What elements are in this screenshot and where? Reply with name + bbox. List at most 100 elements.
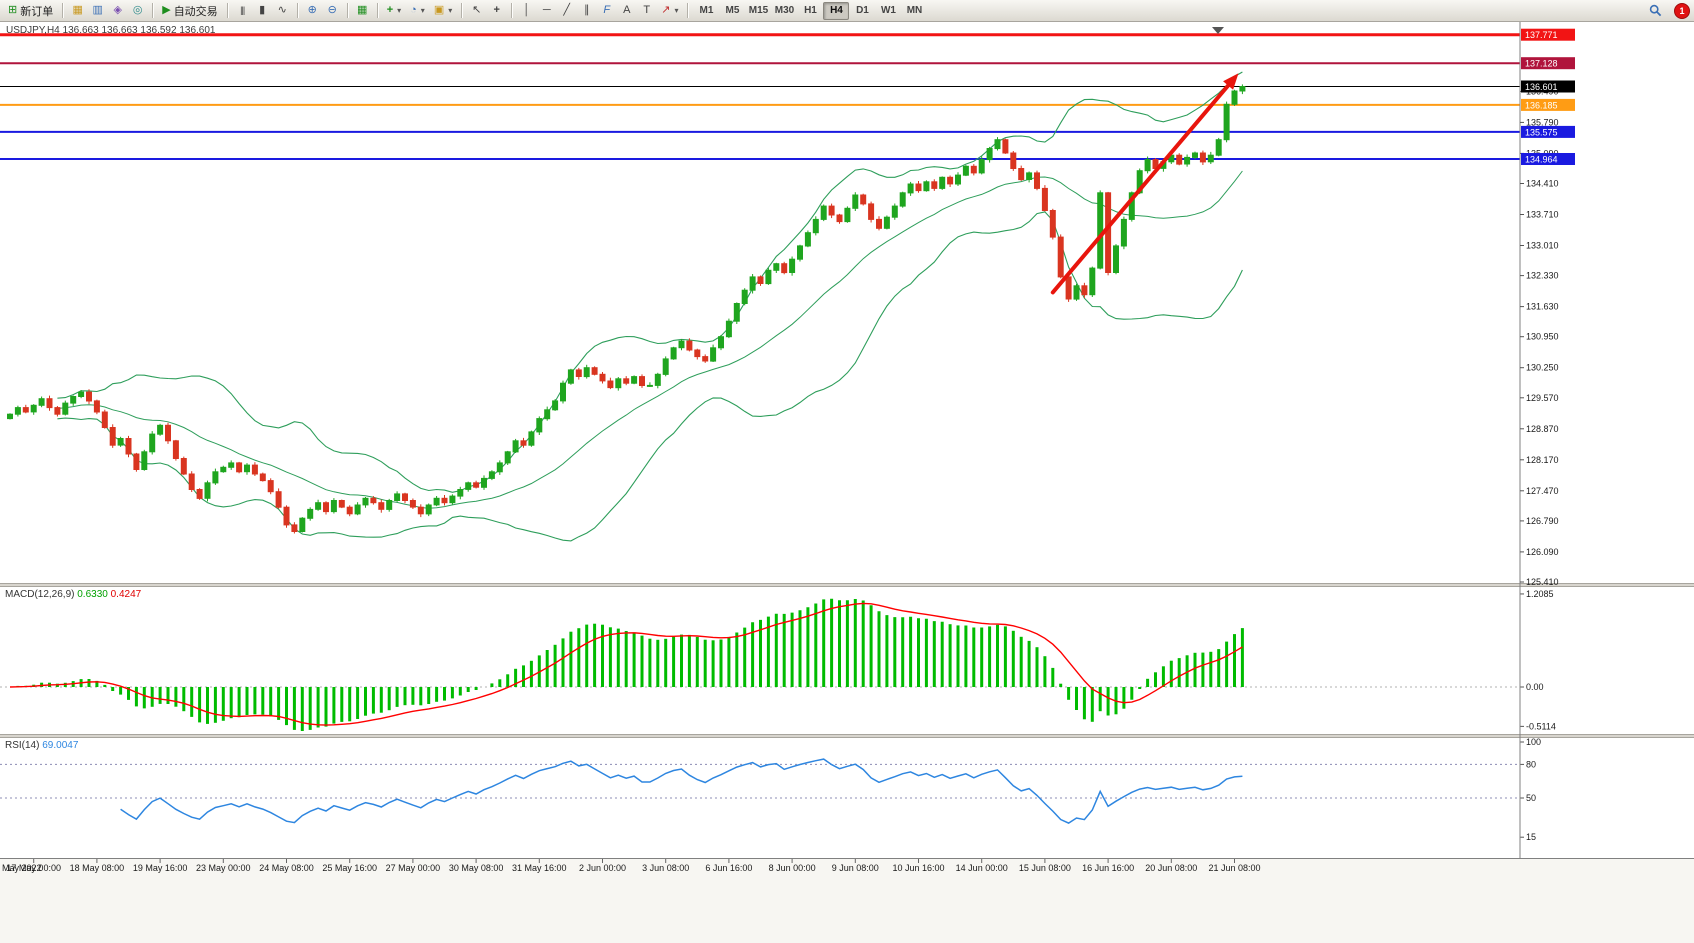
- candlestick-mode-button[interactable]: ▮: [253, 2, 272, 20]
- tile-windows-button[interactable]: ▦: [353, 2, 372, 20]
- candle: [868, 203, 875, 220]
- timeframe-m1-button[interactable]: M1: [693, 2, 719, 20]
- market-watch-icon: ▦: [72, 4, 83, 16]
- price-tag-136.601: [1521, 80, 1575, 93]
- candle: [441, 497, 448, 504]
- timeframe-m30-button[interactable]: M30: [771, 2, 797, 20]
- candle: [520, 440, 527, 446]
- timeframe-h4-button[interactable]: H4: [823, 1, 850, 20]
- toolbar-separator: [461, 3, 463, 18]
- arrows-tool-button[interactable]: ↗ ▾: [657, 2, 682, 20]
- rsi-name: RSI(14): [5, 740, 40, 751]
- time-axis-label: 25 May 16:00: [322, 863, 377, 873]
- macd-main-value: 0.6330: [77, 589, 108, 600]
- candle: [402, 493, 408, 501]
- trend-arrow-object[interactable]: [1050, 77, 1236, 295]
- fibonacci-tool-button[interactable]: F: [597, 2, 616, 20]
- candle: [1034, 172, 1040, 189]
- candle: [370, 497, 377, 504]
- ohlc-low: 136.592: [140, 25, 177, 36]
- candle: [646, 384, 653, 387]
- candle: [931, 181, 938, 189]
- candle: [860, 194, 867, 205]
- macd-scale-label: 0.00: [1526, 682, 1544, 692]
- periods-button[interactable]: ◔ ▾: [406, 2, 429, 20]
- panel-separator-rsi[interactable]: [0, 734, 1694, 738]
- candle: [433, 497, 440, 506]
- timeframe-m15-button[interactable]: M15: [745, 2, 771, 20]
- time-axis-label: 30 May 08:00: [449, 863, 504, 873]
- chart-shift-marker-icon[interactable]: [1212, 27, 1224, 34]
- candle: [907, 183, 914, 194]
- rsi-scale-label: 15: [1526, 832, 1536, 842]
- candle: [394, 493, 401, 501]
- candle: [1010, 152, 1017, 169]
- candle: [315, 502, 322, 510]
- notification-badge[interactable]: 1: [1674, 2, 1690, 19]
- chart-canvas[interactable]: 1.20850.00-0.5114100805015136.490135.790…: [0, 21, 1694, 943]
- cursor-tool-button[interactable]: ↖: [467, 2, 486, 20]
- candle: [267, 480, 274, 493]
- price-scale-label: 127.470: [1526, 486, 1559, 496]
- auto-trading-label: 自动交易: [173, 5, 218, 18]
- candle: [236, 462, 243, 473]
- price-tag-137.771: [1521, 28, 1575, 41]
- candle: [567, 369, 574, 384]
- text-tool-button[interactable]: A: [617, 2, 636, 20]
- channel-tool-button[interactable]: ∥: [577, 2, 596, 20]
- time-axis-label: 31 May 16:00: [512, 863, 567, 873]
- zoom-in-button[interactable]: ⊕: [303, 2, 322, 20]
- navigator-button[interactable]: ◈: [108, 2, 127, 20]
- candle: [1089, 267, 1096, 296]
- zoom-out-button[interactable]: ⊖: [323, 2, 342, 20]
- data-window-icon: ▥: [92, 4, 103, 16]
- arrows-icon: ↗: [661, 4, 671, 16]
- vertical-line-tool-button[interactable]: │: [517, 2, 536, 20]
- timeframe-mn-button[interactable]: MN: [901, 2, 927, 20]
- horizontal-line-tool-button[interactable]: ─: [537, 2, 556, 20]
- zoom-in-icon: ⊕: [307, 4, 317, 16]
- time-axis-label: 6 Jun 16:00: [705, 863, 752, 873]
- price-tag-label: 137.128: [1525, 59, 1558, 69]
- price-scale-label: 126.090: [1526, 547, 1559, 557]
- trendline-tool-button[interactable]: ╱: [557, 2, 576, 20]
- macd-signal-line: [9, 602, 1243, 726]
- indicators-button[interactable]: + ▾: [383, 2, 405, 20]
- candle: [623, 378, 630, 384]
- market-watch-button[interactable]: ▦: [68, 2, 87, 20]
- templates-button[interactable]: ▣ ▾: [430, 2, 456, 20]
- candle: [165, 424, 171, 442]
- tile-windows-icon: ▦: [356, 4, 368, 16]
- timeframe-h1-button[interactable]: H1: [797, 2, 823, 20]
- price-scale-label: 133.010: [1526, 241, 1559, 251]
- candle: [694, 349, 701, 358]
- text-icon: A: [623, 4, 631, 16]
- search-button[interactable]: [1645, 2, 1666, 20]
- candle: [465, 482, 472, 490]
- timeframe-d1-button[interactable]: D1: [849, 2, 875, 20]
- price-scale-label: 130.950: [1526, 332, 1559, 342]
- timeframe-w1-button[interactable]: W1: [875, 2, 901, 20]
- candle: [1231, 90, 1238, 105]
- data-window-button[interactable]: ▥: [88, 2, 107, 20]
- candle: [757, 276, 764, 284]
- dropdown-arrow-icon: ▾: [397, 6, 402, 15]
- auto-trading-button[interactable]: ▶ 自动交易: [158, 2, 221, 20]
- new-order-button[interactable]: ⊞ 新订单: [4, 2, 57, 20]
- panel-separator-macd[interactable]: [0, 583, 1694, 587]
- candle: [220, 466, 227, 473]
- terminal-button[interactable]: ◎: [128, 2, 147, 20]
- candle: [836, 214, 843, 223]
- new-order-icon: ⊞: [8, 4, 18, 16]
- timeframe-m5-button[interactable]: M5: [719, 2, 745, 20]
- bar-chart-mode-button[interactable]: |||: [233, 2, 252, 20]
- candle: [599, 373, 606, 382]
- line-chart-mode-button[interactable]: ∿: [273, 2, 292, 20]
- candle: [93, 400, 100, 413]
- ohlc-open: 136.663: [62, 25, 99, 36]
- crosshair-tool-button[interactable]: +: [487, 2, 506, 20]
- bollinger-lower-band: [57, 211, 1243, 542]
- candle: [781, 263, 788, 274]
- text-label-tool-button[interactable]: T: [637, 2, 656, 20]
- candle: [1049, 210, 1056, 238]
